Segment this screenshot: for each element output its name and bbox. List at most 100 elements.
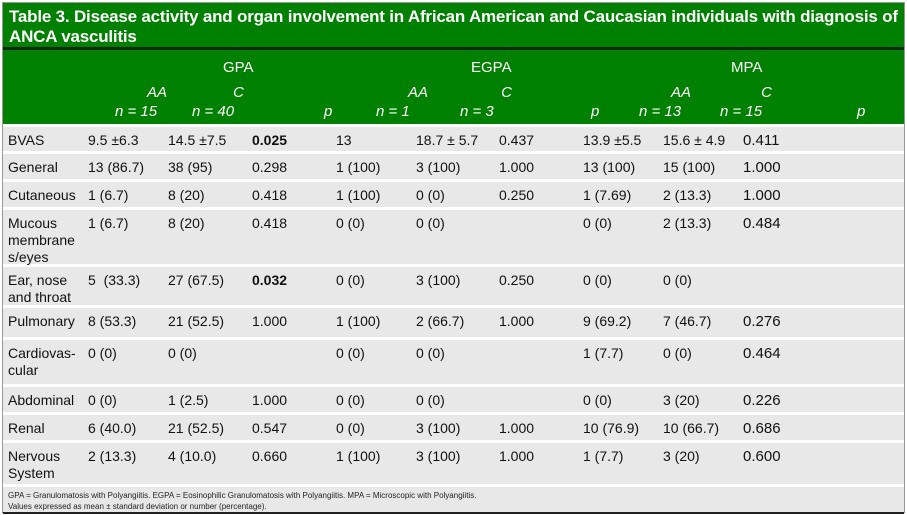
p-value-cell: 0.298 [252, 159, 288, 175]
p-value-cell: 0.418 [252, 215, 288, 231]
value-cell: 8 (20) [168, 215, 205, 231]
value-cell: 8 (53.3) [88, 313, 137, 329]
table-row: Pulmonary 8 (53.3) 21 (52.5) 1.000 1 (100) 2 … [3, 305, 904, 337]
p-value-cell: 1.000 [499, 159, 535, 175]
value-cell: 1 (6.7) [88, 187, 129, 203]
value-cell: 21 (52.5) [168, 420, 225, 436]
value-cell: 0 (0) [416, 345, 445, 361]
table-row: Ear, nose and throat 5 (33.3) 27 (67.5) 0.0… [3, 264, 904, 305]
column-n-label: n = 40 [192, 103, 235, 120]
p-value-cell: 0.484 [743, 215, 781, 232]
table-row: Renal 6 (40.0) 21 (52.5) 0.547 0 (0) 3 (100) 1… [3, 412, 904, 440]
value-cell: 2 (13.3) [663, 187, 712, 203]
value-cell: 3 (20) [663, 392, 700, 408]
value-cell: 13 (100) [583, 159, 636, 175]
p-value-cell [494, 340, 578, 384]
row-label: Ear, nose and throat [8, 272, 72, 305]
value-cell: 0 (0) [336, 345, 365, 361]
p-value-cell: 0.464 [743, 345, 781, 362]
row-label: General [8, 159, 58, 175]
table-row: Abdominal 0 (0) 1 (2.5) 1.000 0 (0) 0 (0) 0 (0… [3, 384, 904, 412]
footnote-abbreviations: GPA = Granulomatosis with Polyangiitis. … [8, 491, 477, 500]
value-cell: 7 (46.7) [663, 313, 712, 329]
p-value-cell: 0.032 [252, 272, 288, 288]
value-cell: 1 (7.7) [583, 345, 624, 361]
value-cell: 1 (100) [336, 313, 381, 329]
table-row: Cutaneous 1 (6.7) 8 (20) 0.418 1 (100) 0 (0) 0… [3, 179, 904, 207]
value-cell: 0 (0) [336, 215, 365, 231]
value-cell: 0 (0) [88, 345, 117, 361]
value-cell: 0 (0) [583, 392, 612, 408]
table-row: Nervous System 2 (13.3) 4 (10.0) 0.660 1 (10… [3, 440, 904, 484]
value-cell: 0 (0) [583, 215, 612, 231]
value-cell: 3 (100) [416, 420, 461, 436]
value-cell: 9 (69.2) [583, 313, 632, 329]
value-cell: 0 (0) [336, 272, 365, 288]
group-header-mpa: MPA [731, 59, 763, 76]
value-cell: 2 (13.3) [88, 448, 137, 464]
value-cell: 0 (0) [416, 215, 445, 231]
column-n-label: n = 13 [639, 103, 682, 120]
column-group-label: C [501, 84, 512, 101]
p-value-cell: 0.418 [252, 187, 288, 203]
row-label: Renal [8, 420, 45, 436]
value-cell: 14.5 ±7.5 [168, 132, 227, 148]
p-value-cell: 0.437 [499, 132, 535, 148]
p-value-cell: 0.686 [743, 420, 781, 437]
column-n-label: p [591, 103, 600, 120]
column-group-label: AA [146, 84, 167, 101]
group-header-gpa: GPA [223, 59, 254, 76]
value-cell: 13 [336, 132, 352, 148]
table-row: Mucous membrane s/eyes 1 (6.7) 8 (20) 0.418… [3, 207, 904, 265]
row-label: Cutaneous [8, 187, 76, 203]
value-cell: 2 (66.7) [416, 313, 465, 329]
p-value-cell: 1.000 [499, 420, 535, 436]
value-cell: 3 (100) [416, 448, 461, 464]
p-value-cell: 1.000 [252, 313, 288, 329]
title-divider [3, 47, 904, 50]
table-row: General 13 (86.7) 38 (95) 0.298 1 (100) 3 (10… [3, 151, 904, 179]
value-cell: 10 (76.9) [583, 420, 640, 436]
value-cell: 1 (100) [336, 159, 381, 175]
p-value-cell [738, 267, 904, 306]
column-header: p [591, 83, 599, 121]
column-group-label: AA [407, 84, 428, 101]
value-cell: 13.9 ±5.5 [583, 132, 642, 148]
column-group-label: C [233, 84, 244, 101]
p-value-cell: 0.660 [252, 448, 288, 464]
value-cell: 0 (0) [336, 420, 365, 436]
column-group-label: AA [670, 84, 691, 101]
row-label: BVAS [8, 132, 45, 148]
row-label: Mucous membrane s/eyes [8, 215, 75, 265]
p-value-cell: 0.600 [743, 448, 781, 465]
value-cell: 3 (20) [663, 448, 700, 464]
p-value-cell: 0.276 [743, 313, 781, 330]
value-cell: 0 (0) [663, 345, 692, 361]
table-body: BVAS 9.5 ±6.3 14.5 ±7.5 0.025 13 18.7 ± 5.7 0.… [3, 124, 904, 484]
value-cell: 13 (86.7) [88, 159, 145, 175]
p-value-cell: 1.000 [743, 159, 781, 176]
value-cell: 15.6 ± 4.9 [663, 132, 726, 148]
table-footnote: GPA = Granulomatosis with Polyangiitis. … [3, 484, 904, 514]
value-cell: 3 (100) [416, 272, 461, 288]
column-header: p [324, 83, 332, 121]
p-value-cell: 0.250 [499, 272, 535, 288]
value-cell: 9.5 ±6.3 [88, 132, 139, 148]
value-cell: 15 (100) [663, 159, 716, 175]
value-cell: 0 (0) [88, 392, 117, 408]
value-cell: 1 (7.7) [583, 448, 624, 464]
value-cell: 27 (67.5) [168, 272, 225, 288]
value-cell: 3 (100) [416, 159, 461, 175]
column-n-label: n = 15 [720, 103, 763, 120]
row-label: Cardiovas-cular [8, 345, 76, 378]
p-value-cell [494, 387, 578, 412]
p-value-cell: 0.250 [499, 187, 535, 203]
column-header: AA n = 1 [376, 83, 432, 121]
table-title: Table 3. Disease activity and organ invo… [3, 3, 904, 47]
column-header: AA n = 15 [115, 83, 171, 121]
column-n-label: n = 15 [115, 103, 158, 120]
p-value-cell: 0.025 [252, 132, 288, 148]
